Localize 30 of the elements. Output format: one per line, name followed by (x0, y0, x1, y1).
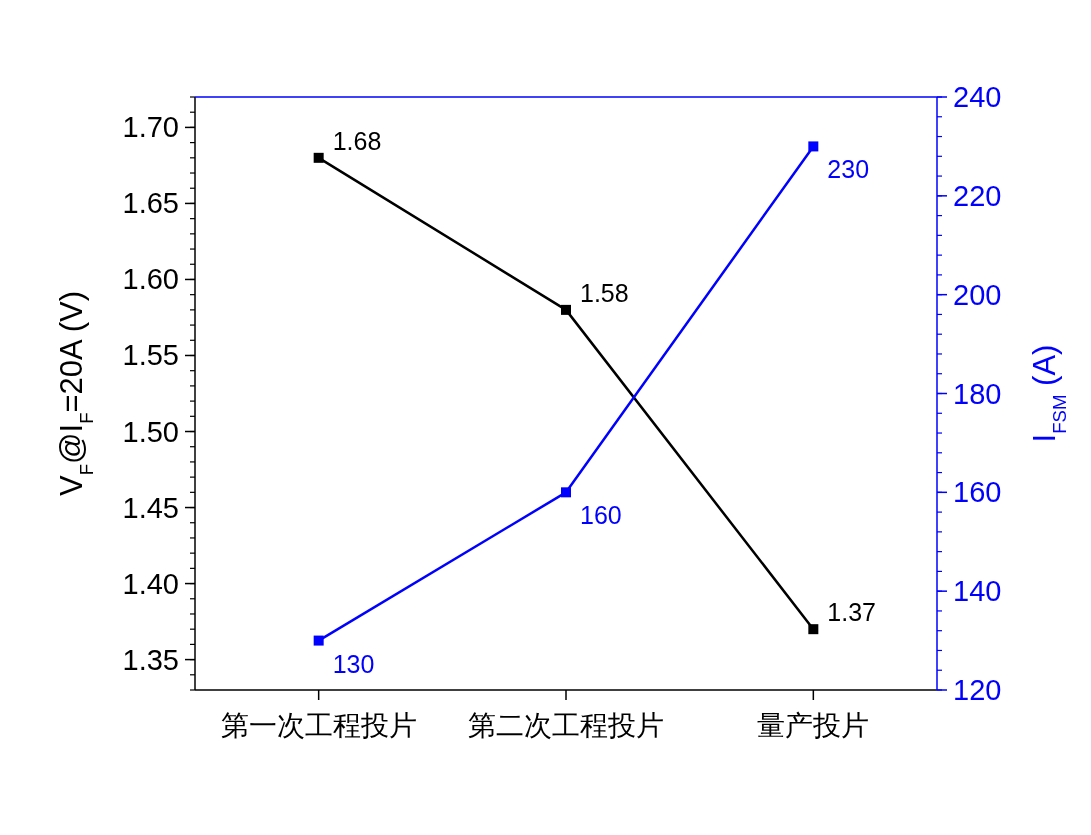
data-label: 1.58 (580, 278, 629, 307)
x-tick-label: 第一次工程投片 (220, 709, 417, 742)
y2-tick-label: 200 (953, 278, 1002, 311)
point (313, 635, 324, 646)
y-tick-label: 1.70 (122, 111, 179, 144)
y-tick-label: 1.55 (122, 339, 179, 372)
y-tick-label: 1.45 (122, 491, 179, 524)
y2-tick-label: 240 (953, 81, 1002, 113)
data-label: 1.37 (827, 598, 877, 627)
data-label: 230 (827, 155, 870, 184)
point (808, 624, 819, 635)
y2-tick-label: 140 (953, 575, 1002, 608)
y2-tick-label: 220 (953, 179, 1002, 212)
y-tick-label: 1.65 (122, 187, 179, 220)
y-tick-label: 1.40 (122, 567, 179, 600)
y-tick-label: 1.50 (122, 415, 179, 448)
point (313, 152, 324, 163)
x-tick-label: 第二次工程投片 (468, 709, 664, 742)
y-tick-label: 1.35 (122, 643, 179, 676)
point (808, 141, 819, 152)
x-tick-label: 量产投片 (757, 709, 870, 742)
data-label: 1.68 (332, 126, 382, 155)
y2-tick-label: 160 (953, 476, 1002, 509)
data-label: 160 (580, 501, 622, 530)
y2-tick-label: 180 (953, 377, 1002, 410)
data-label: 130 (332, 649, 375, 678)
y-tick-label: 1.60 (122, 263, 179, 296)
y2-tick-label: 120 (953, 674, 1002, 706)
point (561, 304, 571, 315)
point (561, 487, 571, 498)
